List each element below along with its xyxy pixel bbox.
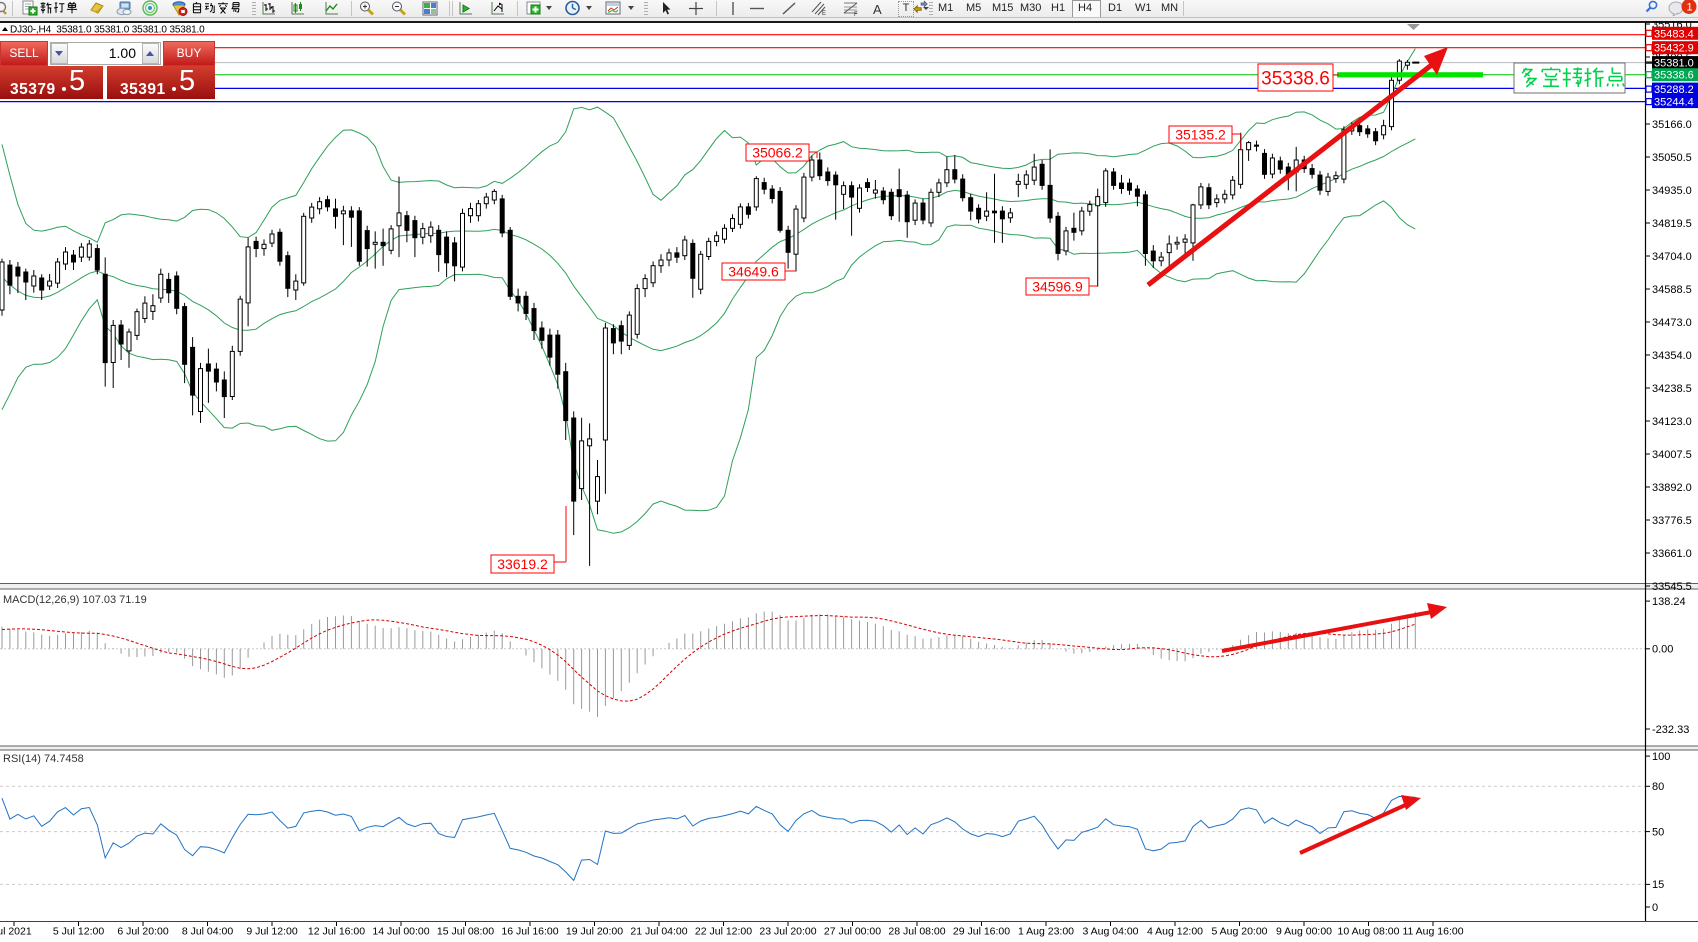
svg-text:80: 80 [1652, 781, 1664, 793]
svg-text:21 Jul 04:00: 21 Jul 04:00 [630, 926, 687, 938]
svg-text:28 Jul 08:00: 28 Jul 08:00 [888, 926, 945, 938]
svg-text:34007.5: 34007.5 [1652, 449, 1692, 461]
svg-text:35338.6: 35338.6 [1654, 70, 1694, 82]
svg-text:35338.6: 35338.6 [1261, 68, 1330, 89]
svg-text:DJ30-,H4 35381.0 35381.0 3538: DJ30-,H4 35381.0 35381.0 35381.0 35381.0 [10, 25, 205, 36]
svg-text:1: 1 [1687, 2, 1693, 14]
svg-text:33619.2: 33619.2 [497, 556, 548, 572]
svg-text:27 Jul 00:00: 27 Jul 00:00 [824, 926, 881, 938]
svg-text:0: 0 [1652, 902, 1658, 914]
svg-text:35432.9: 35432.9 [1654, 43, 1694, 55]
svg-text:5 Jul 12:00: 5 Jul 12:00 [53, 926, 105, 938]
svg-text:Jul 2021: Jul 2021 [0, 926, 32, 938]
svg-text:33661.0: 33661.0 [1652, 548, 1692, 560]
svg-text:35066.2: 35066.2 [752, 145, 803, 161]
svg-text:33545.5: 33545.5 [1652, 581, 1692, 593]
svg-text:34819.5: 34819.5 [1652, 218, 1692, 230]
svg-text:14 Jul 00:00: 14 Jul 00:00 [372, 926, 429, 938]
svg-text:12 Jul 16:00: 12 Jul 16:00 [308, 926, 365, 938]
svg-text:100: 100 [1652, 751, 1670, 763]
svg-text:34354.0: 34354.0 [1652, 350, 1692, 362]
svg-text:9 Aug 00:00: 9 Aug 00:00 [1276, 926, 1332, 938]
svg-text:50: 50 [1652, 826, 1664, 838]
svg-text:19 Jul 20:00: 19 Jul 20:00 [566, 926, 623, 938]
svg-text:34588.5: 34588.5 [1652, 284, 1692, 296]
svg-text:34935.0: 34935.0 [1652, 185, 1692, 197]
svg-text:8 Jul 04:00: 8 Jul 04:00 [182, 926, 234, 938]
svg-text:35244.4: 35244.4 [1654, 97, 1694, 109]
svg-text:34238.5: 34238.5 [1652, 383, 1692, 395]
svg-text:MACD(12,26,9) 107.03 71.19: MACD(12,26,9) 107.03 71.19 [3, 594, 147, 606]
svg-text:6 Jul 20:00: 6 Jul 20:00 [117, 926, 169, 938]
svg-text:34123.0: 34123.0 [1652, 416, 1692, 428]
svg-text:15: 15 [1652, 879, 1664, 891]
svg-text:RSI(14) 74.7458: RSI(14) 74.7458 [3, 753, 84, 765]
svg-text:34704.0: 34704.0 [1652, 251, 1692, 263]
svg-text:10 Aug 08:00: 10 Aug 08:00 [1338, 926, 1400, 938]
svg-text:34649.6: 34649.6 [728, 264, 779, 280]
svg-text:35381.0: 35381.0 [1654, 58, 1694, 70]
svg-text:34596.9: 34596.9 [1032, 279, 1083, 295]
svg-text:11 Aug 16:00: 11 Aug 16:00 [1402, 926, 1463, 938]
svg-text:35050.5: 35050.5 [1652, 152, 1692, 164]
svg-text:1 Aug 23:00: 1 Aug 23:00 [1018, 926, 1074, 938]
svg-text:F: F [854, 12, 858, 17]
svg-text:35288.2: 35288.2 [1654, 84, 1694, 96]
svg-text:E: E [822, 11, 826, 17]
svg-text:16 Jul 16:00: 16 Jul 16:00 [501, 926, 558, 938]
svg-text:9 Jul 12:00: 9 Jul 12:00 [246, 926, 298, 938]
svg-text:29 Jul 16:00: 29 Jul 16:00 [953, 926, 1010, 938]
svg-text:35135.2: 35135.2 [1175, 127, 1226, 143]
svg-text:-232.33: -232.33 [1652, 724, 1689, 736]
svg-text:138.24: 138.24 [1652, 596, 1686, 608]
svg-text:34473.0: 34473.0 [1652, 317, 1692, 329]
svg-text:3 Aug 04:00: 3 Aug 04:00 [1082, 926, 1138, 938]
svg-text:5 Aug 20:00: 5 Aug 20:00 [1211, 926, 1267, 938]
svg-text:33776.5: 33776.5 [1652, 515, 1692, 527]
svg-text:35483.4: 35483.4 [1654, 28, 1694, 40]
svg-text:33892.0: 33892.0 [1652, 482, 1692, 494]
svg-text:23 Jul 20:00: 23 Jul 20:00 [759, 926, 816, 938]
svg-text:4 Aug 12:00: 4 Aug 12:00 [1147, 926, 1203, 938]
svg-text:15 Jul 08:00: 15 Jul 08:00 [437, 926, 494, 938]
svg-text:0.00: 0.00 [1652, 644, 1673, 656]
svg-text:35166.0: 35166.0 [1652, 119, 1692, 131]
svg-text:22 Jul 12:00: 22 Jul 12:00 [695, 926, 752, 938]
